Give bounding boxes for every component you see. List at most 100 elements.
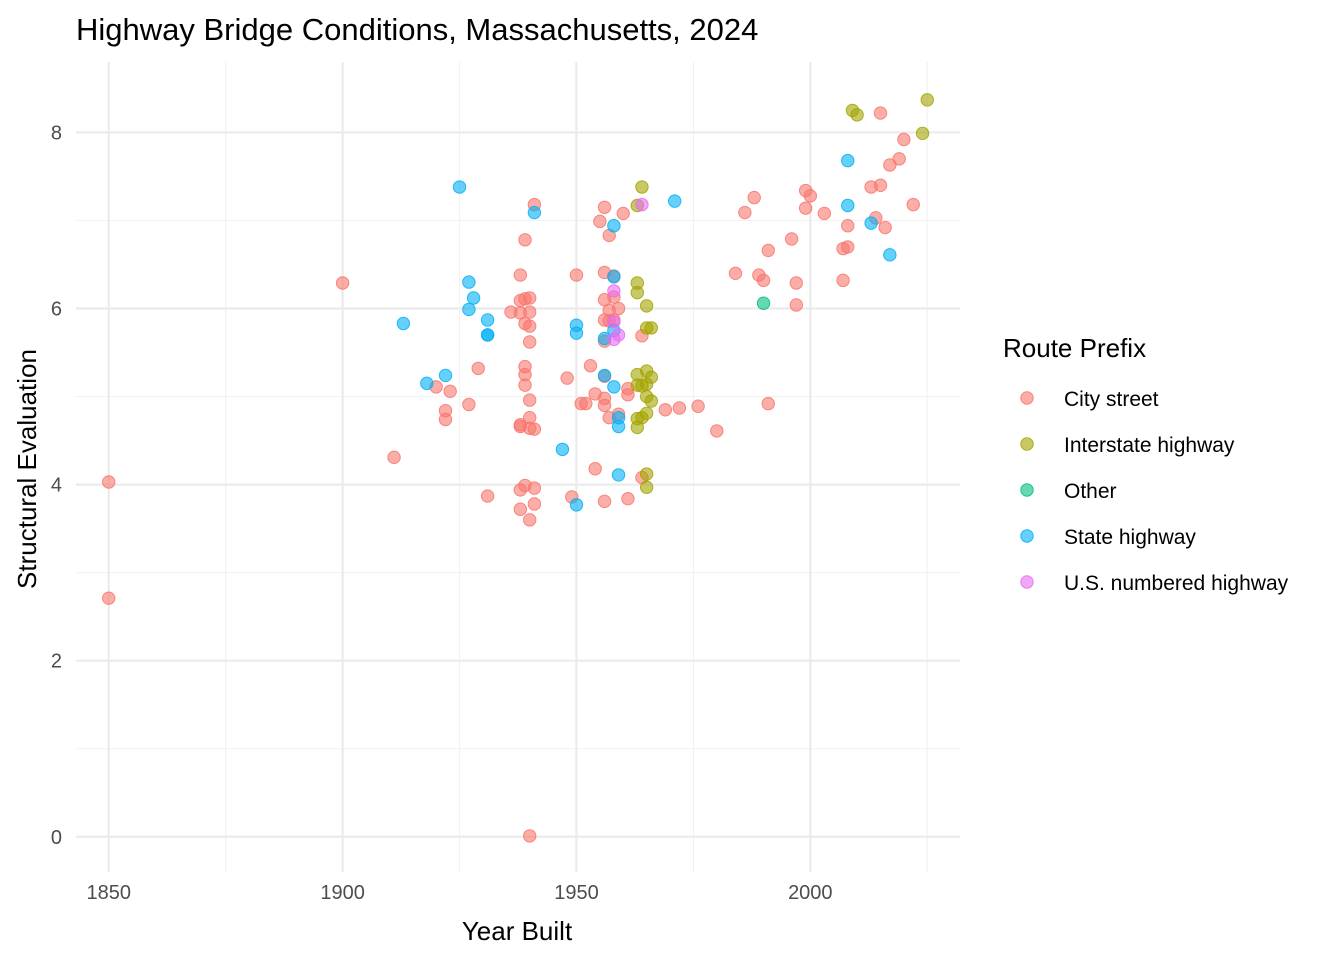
data-point bbox=[102, 591, 116, 605]
data-point bbox=[597, 200, 612, 214]
data-point bbox=[569, 498, 584, 512]
data-point bbox=[569, 268, 584, 282]
data-point bbox=[522, 513, 537, 527]
data-point bbox=[522, 829, 537, 843]
legend-title: Route Prefix bbox=[1003, 333, 1146, 363]
data-point bbox=[817, 206, 832, 221]
data-point bbox=[784, 232, 799, 246]
data-point bbox=[480, 313, 495, 327]
data-point bbox=[635, 180, 649, 194]
data-point bbox=[611, 419, 626, 434]
y-tick-label: 8 bbox=[51, 122, 62, 144]
data-point bbox=[789, 276, 803, 290]
data-point bbox=[420, 376, 434, 391]
data-point bbox=[569, 326, 584, 340]
data-point bbox=[471, 361, 485, 376]
data-point bbox=[443, 384, 457, 398]
data-point bbox=[102, 475, 116, 489]
legend-key bbox=[1020, 391, 1034, 405]
data-point bbox=[841, 198, 855, 213]
data-point bbox=[798, 201, 813, 215]
data-point bbox=[667, 194, 682, 208]
data-points bbox=[102, 93, 934, 843]
data-point bbox=[466, 291, 481, 305]
data-point bbox=[462, 397, 476, 412]
data-point bbox=[607, 270, 621, 284]
data-point bbox=[864, 216, 878, 230]
data-point bbox=[621, 491, 635, 506]
data-point bbox=[527, 481, 542, 495]
x-tick-label: 2000 bbox=[788, 882, 833, 904]
data-point bbox=[761, 243, 775, 258]
data-point bbox=[644, 321, 659, 335]
data-point bbox=[607, 315, 621, 329]
x-tick-label: 1950 bbox=[554, 882, 599, 904]
legend-label: City street bbox=[1064, 388, 1159, 411]
y-tick-label: 4 bbox=[51, 475, 62, 497]
data-point bbox=[597, 368, 612, 383]
data-point bbox=[644, 394, 659, 408]
data-point bbox=[607, 284, 621, 298]
data-point bbox=[597, 494, 612, 509]
data-point bbox=[588, 462, 602, 476]
legend-label: Other bbox=[1064, 480, 1117, 503]
data-point bbox=[897, 132, 911, 147]
data-point bbox=[747, 190, 761, 205]
legend: Route Prefix City street Interstate highw… bbox=[1003, 333, 1289, 595]
data-point bbox=[593, 214, 607, 229]
data-point bbox=[518, 359, 532, 374]
x-tick-label: 1850 bbox=[86, 882, 131, 904]
data-point bbox=[607, 380, 621, 394]
legend-label: Interstate highway bbox=[1064, 434, 1235, 457]
data-point bbox=[883, 248, 897, 262]
data-point bbox=[915, 126, 930, 141]
data-point bbox=[462, 302, 476, 317]
data-point bbox=[878, 220, 892, 235]
data-point bbox=[803, 189, 818, 203]
data-point bbox=[560, 371, 574, 385]
data-point bbox=[728, 266, 743, 281]
data-point bbox=[611, 328, 626, 342]
legend-key bbox=[1020, 483, 1034, 497]
data-point bbox=[513, 502, 528, 516]
data-point bbox=[883, 158, 897, 172]
y-axis-ticks: 0 2 4 6 8 bbox=[51, 122, 62, 848]
data-point bbox=[438, 368, 453, 383]
legend-key bbox=[1020, 437, 1034, 451]
data-point bbox=[892, 152, 906, 166]
data-point bbox=[480, 328, 495, 342]
data-point bbox=[555, 442, 570, 457]
data-point bbox=[639, 480, 654, 494]
data-point bbox=[452, 180, 467, 194]
data-point bbox=[438, 412, 453, 427]
data-point bbox=[527, 205, 542, 220]
x-tick-label: 1900 bbox=[320, 882, 365, 904]
y-axis-title: Structural Evaluation bbox=[12, 349, 42, 589]
data-point bbox=[396, 316, 411, 331]
data-point bbox=[850, 108, 864, 122]
data-point bbox=[836, 273, 850, 288]
data-point bbox=[480, 489, 495, 503]
data-point bbox=[621, 388, 635, 402]
data-point bbox=[841, 153, 855, 168]
data-point bbox=[710, 424, 724, 438]
legend-key bbox=[1020, 529, 1034, 543]
data-point bbox=[597, 398, 612, 413]
data-point bbox=[841, 240, 855, 254]
data-point bbox=[630, 285, 644, 300]
data-point bbox=[756, 296, 771, 310]
data-point bbox=[607, 219, 621, 233]
x-axis-title: Year Built bbox=[462, 916, 573, 946]
plot-grid bbox=[76, 62, 960, 872]
chart-title: Highway Bridge Conditions, Massachusetts… bbox=[76, 12, 758, 47]
data-point bbox=[579, 396, 593, 411]
data-point bbox=[522, 393, 537, 407]
data-point bbox=[335, 276, 350, 290]
data-point bbox=[691, 399, 705, 413]
data-point bbox=[616, 206, 630, 221]
data-point bbox=[522, 305, 537, 319]
data-point bbox=[518, 378, 532, 392]
data-point bbox=[920, 93, 934, 107]
data-point bbox=[873, 178, 888, 192]
